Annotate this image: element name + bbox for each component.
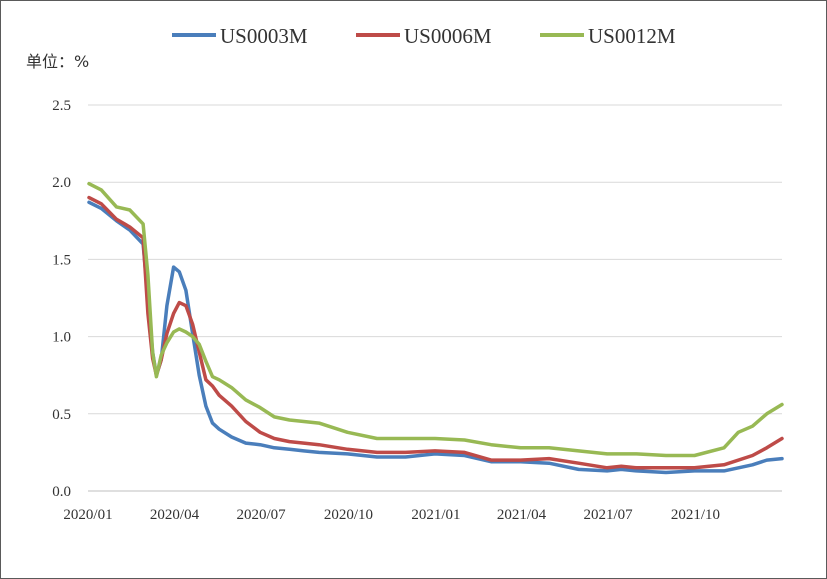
chart-legend: US0003M US0006M US0012M <box>172 24 676 48</box>
y-tick-label: 1.0 <box>52 330 71 346</box>
y-unit-label: 单位：% <box>26 52 89 71</box>
x-tick-label: 2021/10 <box>671 507 720 523</box>
series-lines <box>87 181 784 475</box>
x-tick-label: 2021/01 <box>411 507 460 523</box>
series-line-us0012m <box>87 181 784 458</box>
gridlines <box>88 104 782 492</box>
y-tick-label: 2.0 <box>52 175 71 191</box>
x-tick-label: 2020/07 <box>236 507 286 523</box>
y-axis-tick-labels: 0.0 0.5 1.0 1.5 2.0 2.5 <box>52 98 71 500</box>
x-tick-label: 2020/01 <box>63 507 112 523</box>
series-line-us0006m <box>87 195 784 470</box>
x-axis-tick-labels: 2020/01 2020/04 2020/07 2020/10 2021/01 2021/… <box>63 507 720 523</box>
legend-label: US0012M <box>588 24 676 48</box>
y-tick-label: 0.0 <box>52 484 71 500</box>
x-tick-label: 2021/04 <box>497 507 547 523</box>
y-tick-label: 1.5 <box>52 252 71 268</box>
legend-label: US0003M <box>220 24 308 48</box>
y-tick-label: 2.5 <box>52 98 71 114</box>
x-tick-label: 2021/07 <box>583 507 633 523</box>
legend-label: US0006M <box>404 24 492 48</box>
x-tick-label: 2020/10 <box>324 507 373 523</box>
x-tick-label: 2020/04 <box>150 507 200 523</box>
y-tick-label: 0.5 <box>52 407 71 423</box>
